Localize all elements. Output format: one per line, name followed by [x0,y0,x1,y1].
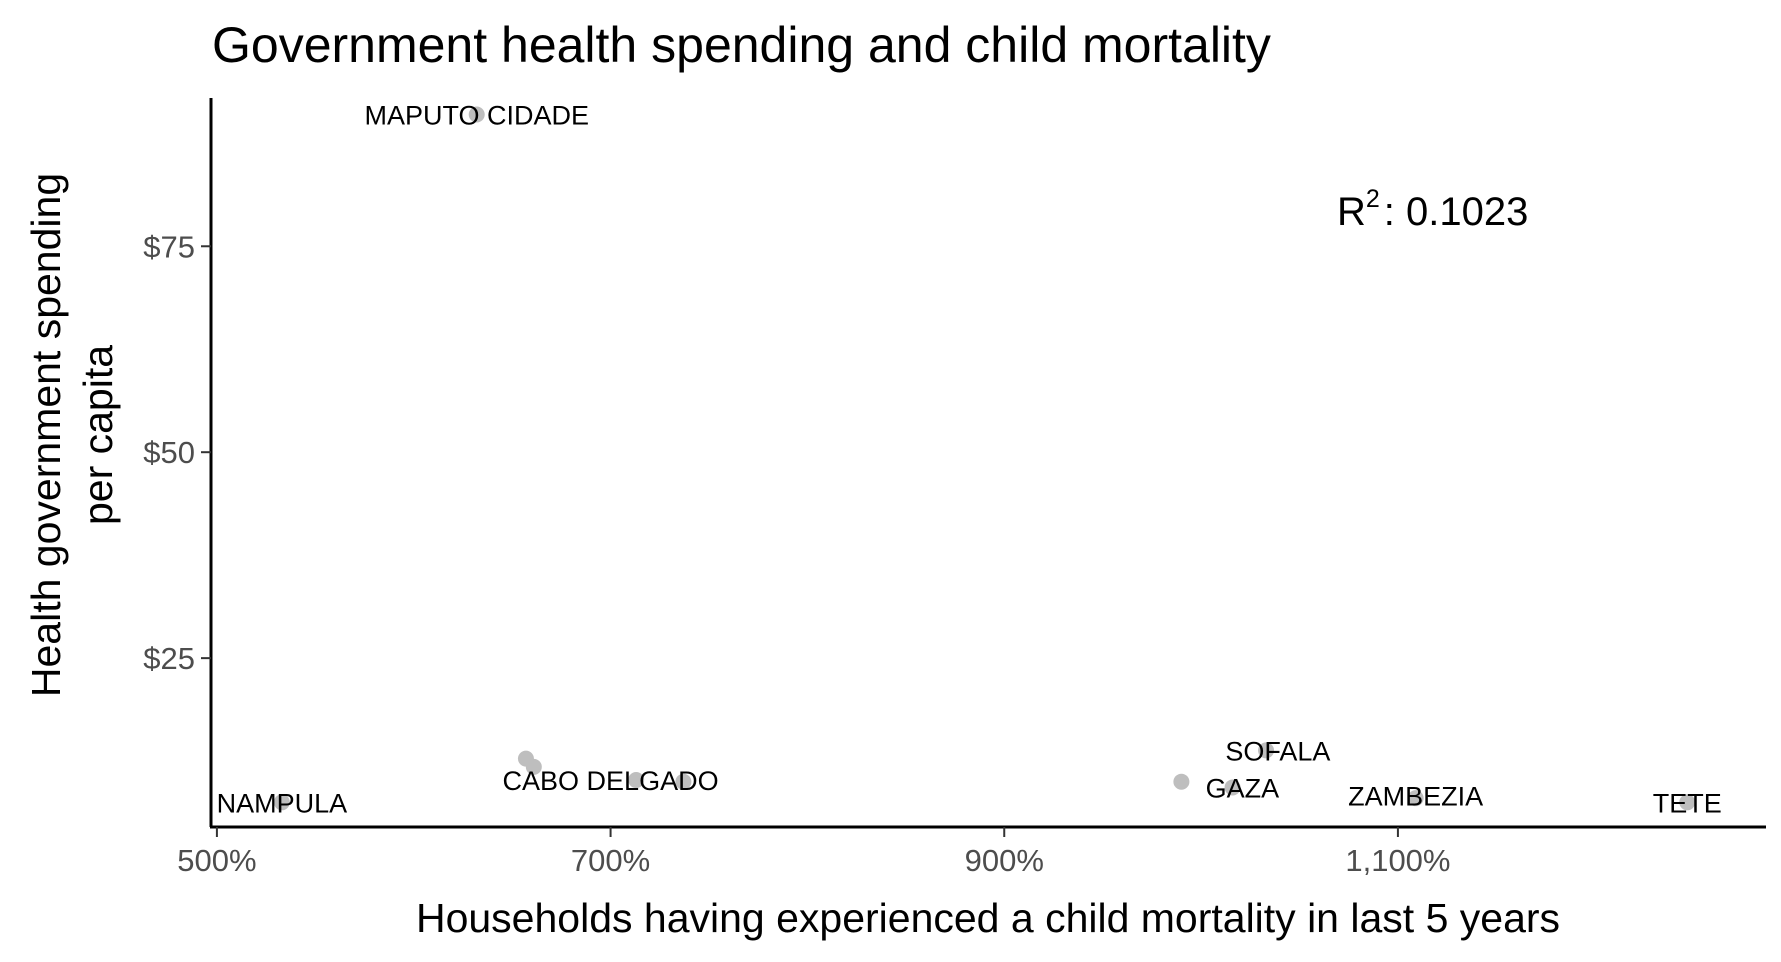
point-labels-layer: MAPUTO CIDADE CABO DELGADO SOFALA GAZA ZAMBE… [217,100,1722,818]
r-squared-superscript: 2 [1366,185,1380,213]
points-layer [273,106,1696,811]
data-point-4 [675,773,692,790]
r-squared-value: : 0.1023 [1384,190,1529,234]
y-tick-label-1: $50 [143,435,195,470]
data-point-10 [273,794,290,811]
x-tick-label-1: 700% [571,843,650,878]
data-point-3 [628,772,645,789]
data-point-6 [1224,779,1241,796]
y-axis-ticks: $25 $50 $75 [143,229,211,676]
data-point-9 [1679,794,1696,811]
x-axis-title: Households having experienced a child mo… [416,895,1560,941]
y-axis-title-line-2: per capita [75,345,121,525]
point-label-2: SOFALA [1225,736,1330,766]
point-label-6: NAMPULA [217,788,348,818]
y-tick-label-2: $75 [143,229,195,264]
data-point-0 [468,106,485,123]
data-point-7 [1258,742,1275,759]
chart-title: Government health spending and child mor… [212,17,1271,73]
x-tick-label-2: 900% [965,843,1044,878]
data-point-5 [1173,773,1190,790]
x-tick-label-3: 1,100% [1345,843,1450,878]
y-axis-title: Health government spending per capita [23,173,121,697]
point-label-4: ZAMBEZIA [1348,782,1483,812]
point-label-5: TETE [1653,788,1722,818]
y-axis-title-line-1: Health government spending [23,173,69,697]
y-tick-label-0: $25 [143,641,195,676]
x-axis-ticks: 500% 700% 900% 1,100% [177,827,1450,878]
r-squared-annotation: R2: 0.1023 [1337,185,1528,234]
point-label-0: MAPUTO CIDADE [364,100,589,130]
data-point-2 [525,758,542,775]
x-tick-label-0: 500% [177,843,256,878]
point-label-3: GAZA [1206,773,1280,803]
r-squared-base: R [1337,190,1366,234]
point-label-1: CABO DELGADO [503,766,719,796]
data-point-8 [1407,790,1424,807]
